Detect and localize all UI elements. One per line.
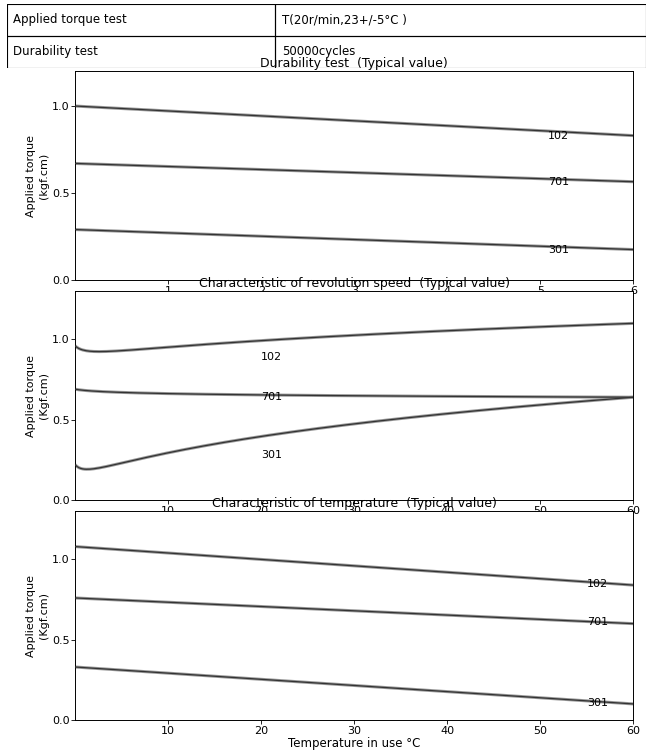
Title: Characteristic of revolution speed  (Typical value): Characteristic of revolution speed (Typi… xyxy=(199,277,510,290)
Y-axis label: Applied torque
(Kgf.cm): Applied torque (Kgf.cm) xyxy=(26,574,49,657)
Y-axis label: Applied torque
(kgf.cm): Applied torque (kgf.cm) xyxy=(26,135,49,217)
Text: 701: 701 xyxy=(587,617,608,627)
Text: T(20r/min,23+/-5°C ): T(20r/min,23+/-5°C ) xyxy=(281,13,407,26)
Text: 102: 102 xyxy=(261,352,282,362)
Text: Applied torque test: Applied torque test xyxy=(13,13,127,26)
Text: 102: 102 xyxy=(548,130,569,140)
Text: 50000cycles: 50000cycles xyxy=(281,45,355,58)
X-axis label: Revolution per minute  ( r/min): Revolution per minute ( r/min) xyxy=(263,517,446,530)
X-axis label: Temperature in use °C: Temperature in use °C xyxy=(288,737,421,750)
Text: 301: 301 xyxy=(261,450,282,460)
Text: 102: 102 xyxy=(587,578,608,589)
Y-axis label: Applied torque
(Kgf.cm): Applied torque (Kgf.cm) xyxy=(26,355,49,436)
Title: Characteristic of temperature  (Typical value): Characteristic of temperature (Typical v… xyxy=(212,497,497,510)
X-axis label: Number of cycles  ( X 10000 Cycle): Number of cycles ( X 10000 Cycle) xyxy=(250,297,458,310)
Text: 701: 701 xyxy=(548,177,569,187)
Text: Durability test: Durability test xyxy=(13,45,98,58)
Title: Durability test  (Typical value): Durability test (Typical value) xyxy=(261,57,448,70)
Text: 701: 701 xyxy=(261,392,282,402)
Text: 301: 301 xyxy=(548,244,569,254)
Text: 301: 301 xyxy=(587,698,608,708)
